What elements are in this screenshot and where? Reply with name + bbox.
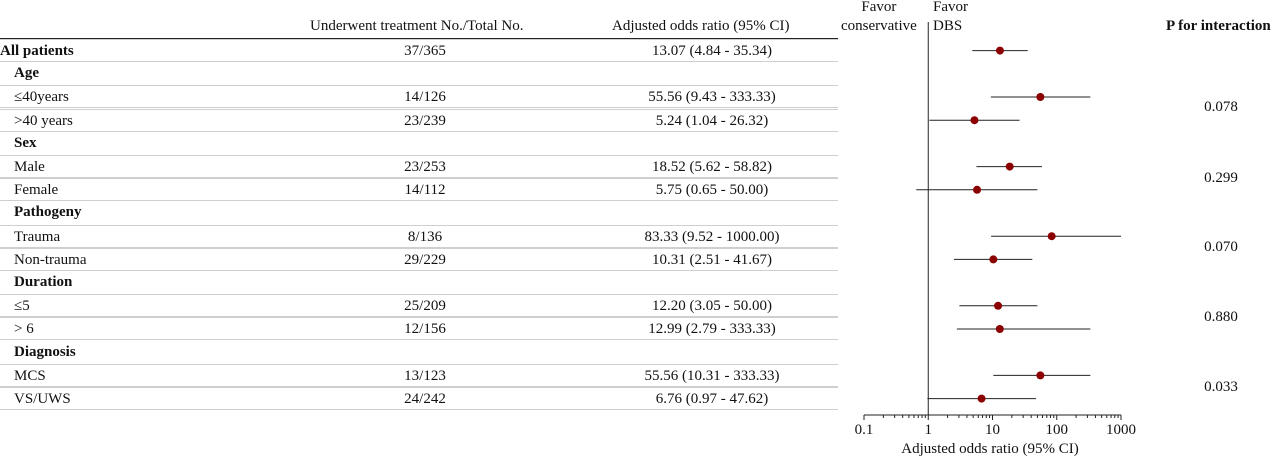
table-row: >40 years 23/239 5.24 (1.04 - 26.32): [0, 108, 838, 132]
treatment-count: 14/112: [404, 182, 446, 199]
table-row: ≤40years 14/126 55.56 (9.43 - 333.33): [0, 85, 838, 109]
treatment-count: 14/126: [404, 89, 446, 106]
treatment-count: 24/242: [404, 391, 446, 407]
p-value: 0.880: [1204, 309, 1238, 325]
favor-conservative-label: Favor conservative: [841, 0, 917, 36]
group-heading: Duration: [14, 274, 73, 290]
overall-label: All patients: [0, 43, 74, 59]
x-tick-label: 10: [985, 422, 1000, 438]
odds-ratio-text: 83.33 (9.52 - 1000.00): [644, 228, 780, 245]
p-value: 0.078: [1204, 99, 1238, 115]
point-estimate: [1005, 162, 1014, 171]
point-estimate: [995, 46, 1004, 55]
subgroup-label: Female: [14, 182, 59, 199]
header-p-interaction: P for interaction: [1166, 18, 1271, 34]
treatment-count: 23/239: [404, 112, 446, 129]
treatment-count: 12/156: [404, 321, 446, 338]
point-estimate: [1036, 371, 1045, 380]
treatment-count: 23/253: [404, 159, 446, 175]
table-row: Age: [0, 62, 838, 85]
header-odds-ratio: Adjusted odds ratio (95% CI): [612, 18, 790, 34]
subgroup-label: Non-trauma: [14, 251, 87, 268]
x-tick-label: 100: [1046, 422, 1069, 438]
table-row: Duration: [0, 271, 838, 294]
subgroup-label: VS/UWS: [14, 391, 71, 407]
table-row: > 6 12/156 12.99 (2.79 - 333.33): [0, 317, 838, 341]
table-row: Diagnosis: [0, 341, 838, 364]
odds-ratio-text: 6.76 (0.97 - 47.62): [655, 391, 769, 407]
point-estimate: [1036, 93, 1045, 101]
x-tick-label: 1000: [1106, 422, 1136, 438]
table-row: Pathogeny: [0, 201, 838, 224]
table-row: Sex: [0, 132, 838, 155]
group-heading: Age: [14, 65, 39, 82]
treatment-count: 13/123: [404, 367, 446, 384]
point-estimate: [1047, 232, 1056, 241]
subgroup-label: Male: [14, 159, 45, 175]
treatment-count: 8/136: [407, 228, 443, 245]
treatment-count: 37/365: [404, 43, 446, 59]
odds-ratio-text: 10.31 (2.51 - 41.67): [652, 251, 772, 268]
odds-ratio-text: 55.56 (10.31 - 333.33): [644, 367, 780, 384]
x-tick-label: 0.1: [855, 422, 874, 438]
favor-left-line2: conservative: [841, 18, 917, 34]
point-estimate: [970, 116, 979, 125]
table-row: ≤5 25/209 12.20 (3.05 - 50.00): [0, 294, 838, 318]
odds-ratio-text: 5.24 (1.04 - 26.32): [655, 112, 769, 129]
x-axis-label: Adjusted odds ratio (95% CI): [901, 441, 1078, 457]
table-row: Trauma 8/136 83.33 (9.52 - 1000.00): [0, 224, 838, 248]
odds-ratio-text: 13.07 (4.84 - 35.34): [652, 43, 772, 59]
subgroup-label: Trauma: [14, 228, 61, 245]
favor-right-line2: DBS: [933, 18, 963, 34]
treatment-count: 29/229: [404, 251, 446, 268]
odds-ratio-text: 12.99 (2.79 - 333.33): [648, 321, 776, 338]
odds-ratio-text: 12.20 (3.05 - 50.00): [652, 298, 772, 315]
odds-ratio-text: 55.56 (9.43 - 333.33): [648, 89, 776, 106]
treatment-count: 25/209: [404, 298, 446, 315]
p-value: 0.033: [1204, 379, 1238, 395]
table-row: Non-trauma 29/229 10.31 (2.51 - 41.67): [0, 247, 838, 271]
point-estimate: [994, 301, 1003, 310]
group-heading: Diagnosis: [14, 343, 76, 360]
point-estimate: [995, 325, 1004, 333]
subgroup-label: > 6: [14, 321, 34, 338]
table-row: All patients 37/365 13.07 (4.84 - 35.34): [0, 39, 838, 62]
odds-ratio-text: 18.52 (5.62 - 58.82): [652, 159, 772, 175]
p-value: 0.070: [1204, 239, 1238, 255]
x-tick-label: 1: [925, 422, 933, 438]
subgroup-label: MCS: [14, 367, 46, 384]
table-row: Female 14/112 5.75 (0.65 - 50.00): [0, 178, 838, 202]
table-row: VS/UWS 24/242 6.76 (0.97 - 47.62): [0, 387, 838, 410]
header-rule: [0, 38, 838, 39]
favor-dbs-label: Favor DBS: [933, 0, 968, 36]
subgroup-label: ≤40years: [14, 89, 69, 106]
odds-ratio-text: 5.75 (0.65 - 50.00): [655, 182, 769, 199]
favor-left-line1: Favor: [861, 0, 897, 15]
header-count: Underwent treatment No./Total No.: [310, 18, 524, 34]
favor-right-line1: Favor: [933, 0, 968, 15]
point-estimate: [973, 185, 982, 194]
subgroup-label: >40 years: [14, 112, 73, 129]
group-heading: Sex: [14, 134, 37, 151]
group-heading: Pathogeny: [14, 204, 82, 221]
point-estimate: [977, 394, 986, 403]
subgroup-label: ≤5: [14, 298, 30, 315]
table-row: MCS 13/123 55.56 (10.31 - 333.33): [0, 363, 838, 387]
p-value: 0.299: [1204, 170, 1238, 186]
point-estimate: [989, 255, 998, 264]
table-row: Male 23/253 18.52 (5.62 - 58.82): [0, 155, 838, 178]
